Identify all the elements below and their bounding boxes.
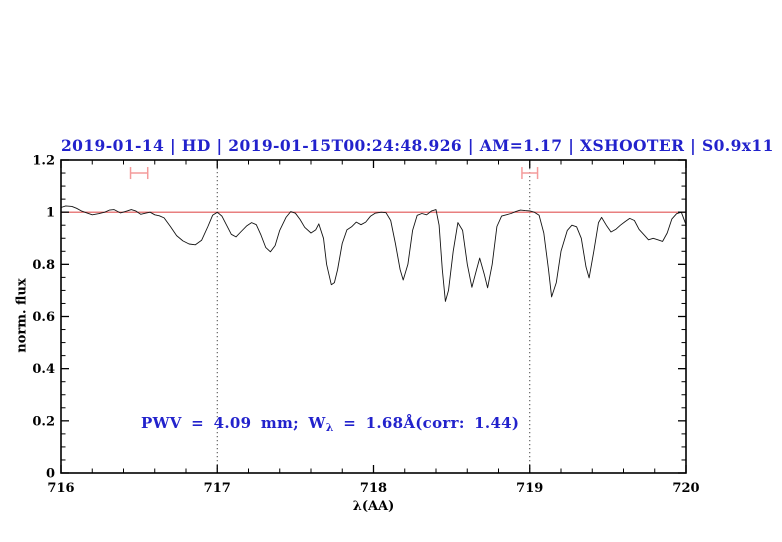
x-tick-label: 716 (47, 481, 74, 496)
x-tick-label: 718 (360, 481, 387, 496)
pwv-annotation: PWV = 4.09 mm; Wλ = 1.68Å(corr: 1.44) (141, 414, 519, 434)
y-tick-label: 1.2 (32, 154, 55, 169)
y-tick-label: 0 (46, 467, 55, 482)
plot-title: 2019-01-14 | HD | 2019-01-15T00:24:48.92… (61, 136, 774, 155)
spectrum-line (60, 205, 687, 302)
y-tick-label: 0.6 (32, 310, 55, 325)
x-tick-label: 719 (516, 481, 543, 496)
y-tick-label: 0.8 (32, 258, 55, 273)
y-tick-label: 1 (46, 206, 55, 221)
spectrum-series (60, 205, 687, 302)
x-tick-label: 717 (204, 481, 231, 496)
y-tick-label: 0.2 (32, 414, 55, 429)
y-axis-label: norm. flux (14, 278, 30, 353)
pwv-annotation-subscript: λ (325, 421, 334, 434)
telluric-markers (129, 167, 539, 180)
pwv-annotation-prefix: PWV = 4.09 mm; W (141, 414, 326, 432)
pwv-annotation-suffix: = 1.68Å(corr: 1.44) (333, 414, 520, 432)
tick-labels: 716 717 718 719 720 0 0.2 0.4 0.6 0.8 1 1.2 (32, 154, 699, 497)
axis-ticks (60, 159, 687, 474)
y-tick-label: 0.4 (32, 362, 55, 377)
x-axis-label: λ(AA) (352, 499, 395, 514)
x-tick-label: 720 (672, 481, 699, 496)
